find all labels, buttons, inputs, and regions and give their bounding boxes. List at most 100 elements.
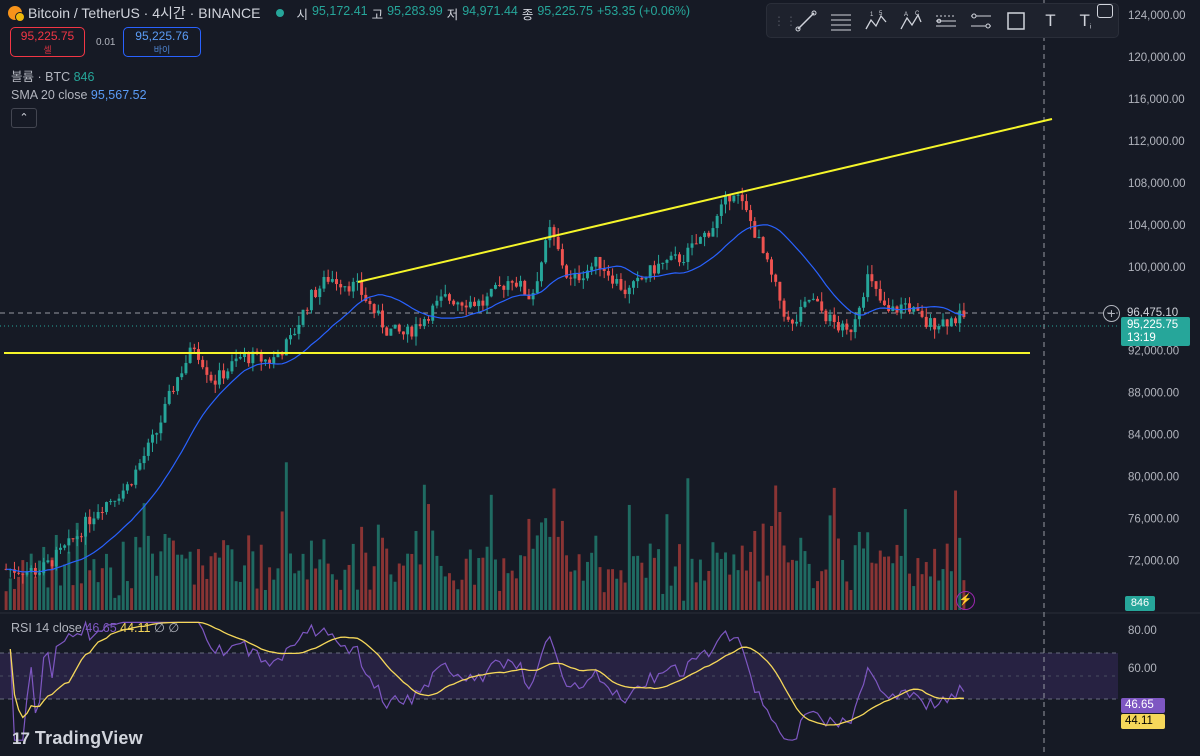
rsi-na-values: ∅ ∅ — [153, 621, 180, 635]
volume-bar — [163, 534, 167, 610]
volume-bar — [891, 563, 895, 610]
volume-bar — [761, 523, 765, 610]
text-icon[interactable]: T — [1045, 10, 1056, 30]
sell-button[interactable]: 95,225.75 셀 — [10, 27, 85, 57]
candle-body — [502, 285, 506, 290]
volume-bar — [335, 579, 338, 610]
candle-body — [230, 361, 234, 372]
volume-bar — [75, 522, 79, 610]
sma-legend[interactable]: SMA 20 close 95,567.52 — [11, 88, 147, 102]
bitcoin-logo-icon — [8, 6, 25, 22]
sma-20-line — [6, 224, 965, 573]
candle-body — [142, 455, 146, 464]
volume-bar — [209, 556, 213, 610]
candle-body — [707, 232, 711, 237]
sma-legend-label: SMA 20 close — [11, 88, 88, 102]
candle-body — [573, 273, 577, 279]
volume-bar — [728, 574, 732, 610]
candle-body — [657, 263, 661, 274]
collapse-legend-button[interactable]: ⌃ — [11, 108, 37, 128]
volume-bar — [531, 548, 535, 610]
window-close-icon[interactable] — [1097, 4, 1113, 18]
horizontal-lines-icon[interactable] — [826, 6, 855, 35]
candle-body — [201, 359, 205, 368]
candle-body — [498, 284, 502, 286]
candle-body — [640, 277, 644, 280]
candle-body — [439, 296, 443, 301]
candle-body — [535, 281, 539, 293]
candle-body — [581, 278, 585, 281]
ohlc-low-label: 저 — [446, 7, 459, 22]
rsi-label: RSI — [11, 621, 32, 635]
candle-body — [845, 323, 849, 330]
candle-body — [648, 265, 652, 279]
add-alert-icon[interactable]: + — [1103, 305, 1120, 322]
candle-body — [180, 373, 184, 378]
candle-body — [477, 300, 481, 307]
resistance-trendline — [357, 118, 1053, 283]
range-icon[interactable] — [966, 6, 995, 35]
candle-body — [460, 302, 464, 306]
symbol-title[interactable]: Bitcoin / TetherUS · 4시간 · BINANCE — [28, 5, 261, 21]
trend-line-icon[interactable] — [791, 6, 820, 35]
volume-bar — [468, 549, 472, 610]
candle-body — [75, 536, 79, 540]
candle-body — [364, 294, 368, 302]
price-axis-tick: 80,000.00 — [1128, 472, 1179, 484]
channel-icon[interactable] — [931, 6, 960, 35]
volume-bar — [736, 570, 740, 610]
candle-body — [427, 319, 430, 321]
candle-body — [824, 310, 828, 322]
volume-bar — [527, 518, 531, 610]
volume-bar — [247, 535, 251, 610]
volume-bar — [4, 591, 8, 610]
volume-bar — [125, 581, 129, 610]
volume-bar — [598, 567, 602, 610]
candle-body — [452, 300, 456, 305]
volume-bar — [908, 573, 911, 610]
rsi-legend[interactable]: RSI 14 close 46.65 44.11 ∅ ∅ — [11, 620, 179, 635]
volume-bar — [519, 555, 523, 610]
candle-body — [606, 270, 610, 276]
candle-body — [615, 279, 619, 284]
candle-body — [473, 301, 477, 307]
volume-bar — [385, 548, 389, 610]
candle-body — [506, 281, 510, 290]
drag-handle-icon[interactable]: ⋮⋮ — [773, 13, 797, 28]
candle-body — [251, 351, 255, 364]
volume-bar — [25, 574, 29, 610]
volume-bar — [435, 555, 439, 610]
volume-bar — [318, 559, 322, 610]
candle-body — [908, 303, 911, 312]
volume-bar — [803, 551, 807, 610]
volume-legend[interactable]: 볼륨 · BTC 846 — [11, 66, 94, 85]
volume-bar — [744, 570, 748, 610]
rectangle-icon[interactable] — [1001, 6, 1030, 35]
lightning-icon[interactable]: ⚡ — [956, 591, 975, 610]
volume-bar — [121, 541, 125, 610]
buy-button[interactable]: 95,225.76 바이 — [123, 27, 201, 57]
candle-body — [619, 279, 623, 290]
candle-body — [96, 512, 100, 519]
candle-body — [594, 257, 598, 267]
ohlc-high: 95,283.99 — [387, 3, 443, 18]
candle-body — [305, 309, 309, 311]
candle-body — [38, 573, 42, 575]
volume-bar — [84, 521, 88, 610]
volume-bar — [933, 548, 937, 610]
volume-bar — [418, 564, 422, 610]
volume-bar — [477, 558, 481, 610]
candle-body — [347, 286, 351, 292]
volume-bar — [464, 558, 468, 610]
volume-bar — [715, 552, 719, 610]
candle-body — [560, 249, 564, 266]
candle-body — [63, 545, 67, 548]
volume-bar — [845, 581, 849, 610]
candle-body — [715, 215, 719, 229]
volume-bar — [347, 564, 351, 610]
